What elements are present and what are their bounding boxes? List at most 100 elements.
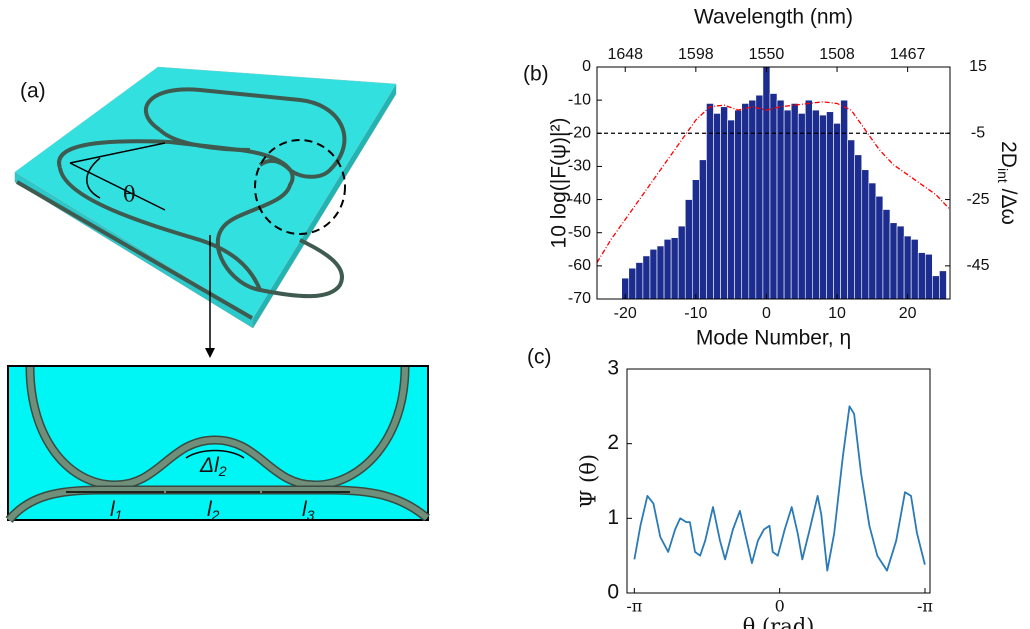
bar [868, 182, 877, 300]
y2-title-rest: /Δω [997, 183, 1020, 225]
bar [734, 109, 743, 300]
segment-sub: 2 [211, 507, 220, 523]
y-tick-label: 0 [582, 58, 591, 75]
bar [812, 109, 820, 300]
y-axis-title: 10 log(|F(ψ)|²) [548, 118, 571, 249]
bar [797, 113, 806, 300]
x-tick-label: -π [917, 597, 933, 616]
bar [889, 222, 898, 300]
y-tick-label: -20 [568, 125, 591, 142]
panel-label: (b) [523, 63, 549, 86]
racetrack [57, 139, 344, 299]
bar [670, 237, 679, 300]
bar [861, 169, 870, 300]
x-tick-label: 20 [899, 305, 917, 322]
bar [819, 114, 827, 300]
x-tick-label: -20 [614, 305, 637, 322]
diagram: (a) θ Δl2 l1 l2 l3 [5, 66, 430, 524]
bar [917, 252, 926, 300]
panel-label: (c) [527, 346, 552, 369]
bar [833, 123, 841, 300]
delta-sub: 2 [218, 463, 227, 479]
y-tick-label: 1 [607, 506, 619, 529]
x-tick-label: 0 [762, 305, 771, 322]
bar [677, 225, 686, 300]
slab-top [14, 66, 397, 319]
y-tick-label: -30 [568, 158, 591, 175]
plot-frame [626, 368, 931, 594]
bar [692, 179, 700, 300]
angle-line [69, 162, 166, 211]
bus-waveguide [15, 180, 254, 320]
x-tick-label: 10 [828, 305, 846, 322]
segment-label: l1 [110, 498, 122, 523]
y2-tick-label: -45 [966, 257, 989, 274]
segment-text: l [207, 498, 213, 521]
theta-label: θ [123, 183, 136, 207]
waveguide [6, 487, 429, 522]
line [633, 405, 926, 572]
bar [635, 262, 644, 300]
panel-label: (a) [20, 80, 46, 103]
zoom-circle [254, 139, 346, 235]
bar [882, 209, 891, 300]
bar [939, 270, 947, 300]
segment-sub: 1 [115, 507, 123, 523]
bar [699, 159, 707, 300]
bar [924, 253, 933, 300]
y-tick-label: -40 [568, 191, 591, 208]
racetrack [158, 128, 251, 152]
y-axis-title: Ψ (θ) [577, 454, 601, 508]
x2-tick-label: 1508 [819, 46, 855, 63]
x-axis-title: θ (rad) [743, 615, 815, 629]
x-tick-label: -π [626, 597, 642, 616]
delta-label: Δl2 [199, 454, 227, 479]
dispersion-line [597, 101, 950, 263]
bar [776, 99, 785, 300]
bar [642, 255, 651, 300]
plot-frame [596, 66, 951, 300]
bar [713, 113, 721, 300]
bar [840, 99, 848, 300]
racetrack [144, 87, 347, 179]
bar [727, 119, 735, 300]
bar [769, 93, 778, 300]
segment-label: l3 [302, 498, 315, 523]
arrowhead [205, 348, 215, 358]
y2-tick-label: -5 [971, 125, 985, 142]
x2-tick-label: 1598 [678, 46, 714, 63]
bar [896, 225, 905, 300]
bar [804, 99, 813, 300]
y-tick-label: -50 [568, 224, 591, 241]
y2-tick-label: -25 [966, 191, 989, 208]
delta-arc [185, 449, 245, 459]
x2-tick-label: 1467 [890, 46, 926, 63]
bar [656, 245, 665, 300]
y2-title-sub: int [995, 168, 1011, 183]
y2-axis-title: 2Dint /Δω [995, 141, 1020, 225]
segment-label: l2 [207, 498, 220, 523]
x2-tick-label: 1648 [607, 46, 643, 63]
waveguide [27, 366, 408, 489]
racetrack [58, 167, 262, 291]
bar [649, 248, 658, 300]
bar [628, 267, 637, 300]
bar [748, 99, 757, 300]
y-tick-label: -10 [568, 91, 591, 108]
y-tick-label: 2 [607, 431, 619, 454]
y-tick-label: 0 [607, 581, 619, 604]
x-tick-label: -10 [684, 305, 707, 322]
segment-text: l [302, 498, 308, 521]
y-tick-label: -70 [568, 290, 591, 307]
delta-text: Δl [199, 454, 220, 477]
bar [826, 111, 834, 300]
bar [783, 109, 792, 300]
bar [762, 66, 771, 300]
bar [932, 275, 940, 300]
bar [755, 94, 764, 300]
y2-tick-label: 15 [969, 58, 987, 75]
bar [684, 199, 693, 300]
bar [903, 235, 912, 300]
bar [875, 195, 884, 300]
